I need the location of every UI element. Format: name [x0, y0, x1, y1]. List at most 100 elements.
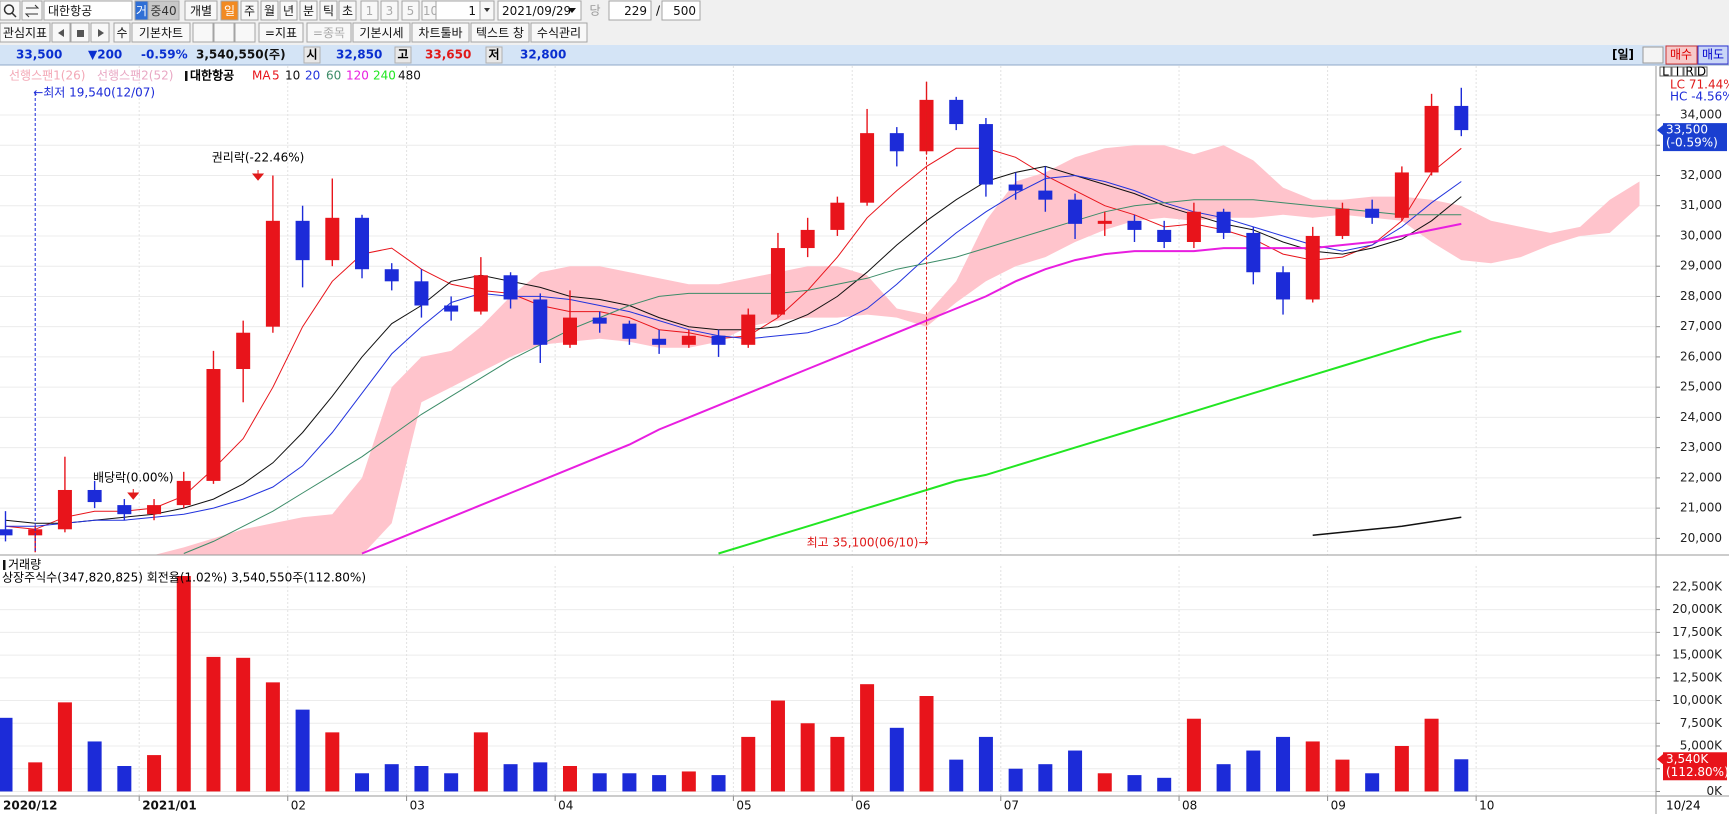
toolbar-button[interactable]: [113, 22, 131, 43]
sell-button[interactable]: [1697, 45, 1729, 65]
volume-bar: [652, 775, 667, 792]
x-tick-label: 04: [558, 799, 573, 813]
candle-body: [1276, 272, 1291, 300]
volume-bar: [1008, 768, 1023, 792]
mode-button[interactable]: [184, 0, 218, 21]
max-input[interactable]: [661, 0, 701, 21]
toolbar-button[interactable]: [0, 22, 51, 43]
volume-bar: [117, 766, 132, 792]
volume-bar: [503, 764, 518, 792]
legend-ma: 480: [398, 69, 421, 83]
candle-body: [800, 229, 815, 249]
y-tick-label: 28,000: [1680, 289, 1722, 303]
sell-label: 매도: [1702, 48, 1724, 62]
info-label-box: [394, 46, 412, 64]
candle-body: [265, 220, 280, 327]
count-input[interactable]: [608, 0, 652, 21]
period-button-label: 년: [283, 4, 294, 18]
candle-body: [444, 305, 459, 312]
y-tick-label: 7,500K: [1680, 716, 1723, 730]
max-input-label: 500: [673, 4, 696, 18]
volume-bar: [978, 736, 993, 792]
volume-bar: [206, 656, 221, 792]
candle-body: [1394, 172, 1409, 218]
candle-body: [681, 335, 696, 345]
x-tick-label: 07: [1004, 799, 1019, 813]
y-tick-label: 34,000: [1680, 107, 1722, 121]
date-input[interactable]: [497, 0, 582, 21]
legend-ma: 240: [373, 69, 396, 83]
interval-button[interactable]: [380, 0, 399, 21]
volume-pointer: [1657, 754, 1663, 765]
candle-body: [1157, 229, 1172, 243]
toolbar-button[interactable]: [530, 22, 588, 43]
lc-label: LC 71.44%: [1670, 78, 1729, 92]
rights-arrow: [251, 170, 265, 181]
toolbar-button[interactable]: [131, 22, 191, 43]
volume-bar: [800, 723, 815, 792]
search-button[interactable]: [0, 0, 21, 21]
toolbar-button[interactable]: [306, 22, 352, 43]
tool-icon-button[interactable]: [213, 22, 235, 43]
volume-bar: [711, 775, 726, 792]
volume-bar: [1394, 746, 1409, 792]
cloud-layer: [154, 145, 1640, 555]
pane-button[interactable]: [1695, 66, 1708, 77]
x-tick-label: 2021/01: [142, 799, 196, 813]
volume-bar: [1454, 759, 1469, 792]
pane-button[interactable]: [1683, 66, 1696, 77]
volume-bar: [57, 702, 72, 792]
stock-input[interactable]: [43, 0, 133, 21]
y-tick-label: 23,000: [1680, 440, 1722, 454]
y-tick-label: 15,000K: [1672, 648, 1723, 662]
period-button-label: 초: [342, 4, 353, 18]
candle-body: [978, 124, 993, 185]
settings-button[interactable]: [1642, 46, 1664, 64]
candle-body: [1097, 220, 1112, 224]
pane-button[interactable]: [1659, 66, 1672, 77]
candle-body: [355, 217, 370, 270]
buy-button[interactable]: [1665, 45, 1698, 65]
period-button[interactable]: [299, 0, 318, 21]
candle-body: [503, 275, 518, 300]
search-icon: [11, 12, 17, 18]
swap-button[interactable]: [21, 0, 43, 21]
toolbar-button[interactable]: [411, 22, 470, 43]
interval-button[interactable]: [401, 0, 420, 21]
ma-line: [718, 330, 1462, 555]
tag-button[interactable]: [147, 0, 180, 21]
legend-series: 대한항공: [190, 68, 234, 83]
period-button[interactable]: [279, 0, 298, 21]
toolbar-button[interactable]: [470, 22, 530, 43]
interval-button-label: 5: [407, 4, 415, 18]
candle-body: [949, 99, 964, 125]
period-button[interactable]: [220, 0, 239, 21]
tool-icon-button[interactable]: [192, 22, 214, 43]
info-rate: -0.59%: [141, 48, 188, 62]
candle-body: [1216, 211, 1231, 233]
candle-body: [860, 133, 875, 203]
volume-bar: [176, 576, 191, 792]
x-tick-label: 05: [736, 799, 751, 813]
dropdown-arrow: [568, 8, 576, 13]
tool-icon-button[interactable]: [234, 22, 256, 43]
toolbar-button[interactable]: [258, 22, 304, 43]
pane-button[interactable]: [1671, 66, 1684, 77]
candle-body: [1335, 208, 1350, 236]
candle-body: [652, 338, 667, 345]
interval-button[interactable]: [360, 0, 379, 21]
period-button[interactable]: [240, 0, 259, 21]
volume-bar: [414, 766, 429, 792]
volume-bar: [0, 717, 13, 792]
volume-bar: [592, 773, 607, 792]
period-button[interactable]: [338, 0, 357, 21]
period-button[interactable]: [260, 0, 279, 21]
y-tick-label: 0K: [1706, 784, 1723, 798]
info-high_label: 고: [397, 48, 408, 62]
toolbar-button-label: 관심지표: [3, 26, 47, 40]
info-open: 32,850: [336, 48, 382, 62]
period-button[interactable]: [319, 0, 338, 21]
candle-body: [1246, 232, 1261, 273]
candle-body: [592, 317, 607, 324]
toolbar-button[interactable]: [352, 22, 411, 43]
